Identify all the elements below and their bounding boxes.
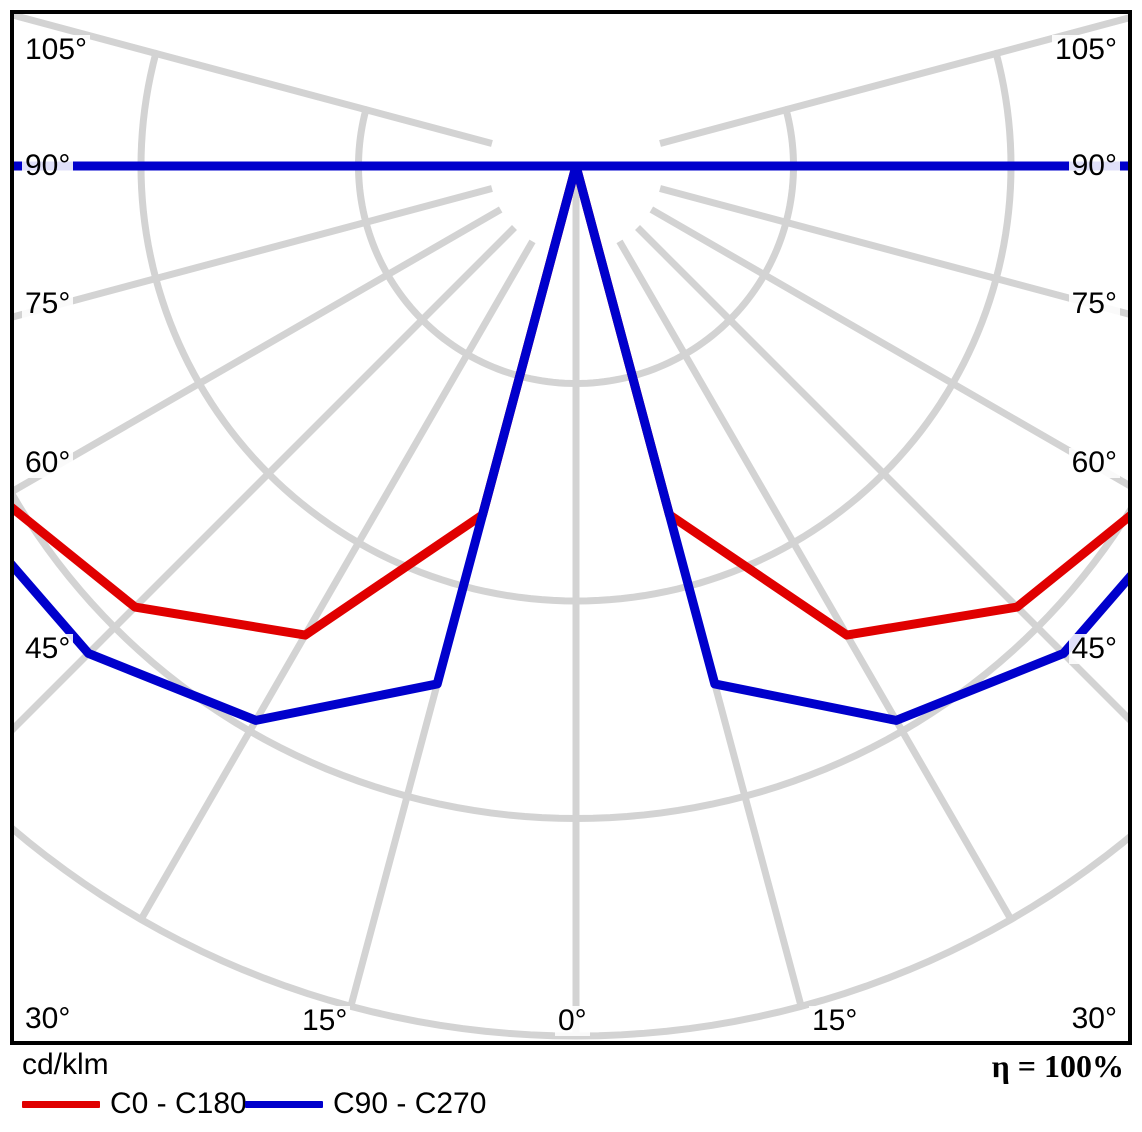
- angle-label-bottom-30-right: 30°: [1068, 1004, 1120, 1034]
- angle-label-right-45: 45°: [1068, 634, 1120, 664]
- angle-label-bottom-0: 0°: [555, 1006, 590, 1036]
- chart-legend: cd/klm η = 100% C0 - C180 C90 - C270: [0, 1045, 1142, 1132]
- legend-swatch-c90-c270: [245, 1100, 323, 1108]
- distribution-curves: [14, 161, 1128, 725]
- angle-label-left-45: 45°: [22, 634, 74, 664]
- legend-label-c90-c270: C90 - C270: [333, 1087, 487, 1120]
- efficiency-label: η = 100%: [991, 1048, 1124, 1084]
- angle-label-left-105: 105°: [22, 35, 91, 65]
- legend-entry-c90-c270[interactable]: C90 - C270: [245, 1089, 486, 1119]
- angle-label-bottom-15-left: 15°: [299, 1006, 351, 1036]
- unit-label: cd/klm: [22, 1048, 109, 1081]
- angle-label-bottom-15-right: 15°: [809, 1006, 861, 1036]
- polar-grid-and-curves: [14, 14, 1128, 1040]
- legend-entry-c0-c180[interactable]: C0 - C180: [22, 1089, 247, 1119]
- angle-label-bottom-30-left: 30°: [22, 1004, 74, 1034]
- angle-label-right-90: 90°: [1068, 151, 1120, 181]
- polar-plot-frame: 105° 90° 75° 60° 45° 30° 105° 90° 75° 60…: [10, 10, 1132, 1045]
- angle-label-right-60: 60°: [1068, 448, 1120, 478]
- angle-label-right-105: 105°: [1051, 35, 1120, 65]
- angle-label-right-75: 75°: [1068, 289, 1120, 319]
- angle-label-left-75: 75°: [22, 289, 74, 319]
- curve-c90-c270: [14, 161, 1128, 725]
- legend-label-c0-c180: C0 - C180: [110, 1087, 247, 1120]
- angle-label-left-90: 90°: [22, 151, 74, 181]
- angle-label-left-60: 60°: [22, 448, 74, 478]
- legend-swatch-c0-c180: [22, 1100, 100, 1108]
